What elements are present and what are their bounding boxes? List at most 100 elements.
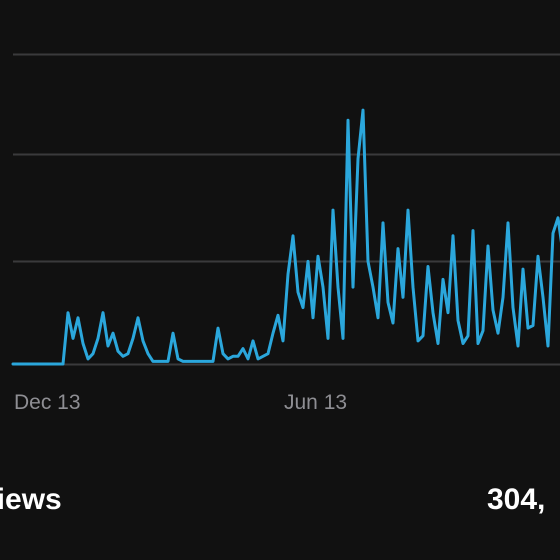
data-point bbox=[511, 306, 515, 309]
data-point bbox=[386, 301, 390, 304]
data-point bbox=[31, 362, 35, 366]
data-point bbox=[246, 357, 250, 361]
data-point bbox=[406, 208, 410, 212]
data-point bbox=[136, 316, 140, 319]
data-point bbox=[71, 337, 75, 340]
data-point bbox=[411, 285, 415, 289]
data-point bbox=[51, 362, 55, 366]
data-point bbox=[181, 360, 185, 363]
data-point bbox=[56, 362, 60, 366]
x-tick-label-dec-13: Dec 13 bbox=[14, 391, 81, 414]
data-point bbox=[201, 360, 205, 363]
data-point bbox=[206, 360, 210, 363]
data-point bbox=[486, 244, 490, 248]
data-point bbox=[536, 255, 540, 258]
data-point bbox=[306, 260, 310, 263]
data-point bbox=[481, 329, 485, 332]
data-point bbox=[36, 362, 40, 366]
data-point bbox=[426, 265, 430, 268]
data-point bbox=[521, 267, 525, 271]
summary-value: 304, bbox=[487, 483, 546, 516]
data-point bbox=[456, 319, 460, 322]
data-point bbox=[41, 362, 45, 366]
data-points bbox=[11, 108, 560, 366]
data-point bbox=[391, 321, 395, 325]
data-point bbox=[461, 342, 465, 345]
data-point bbox=[341, 337, 345, 340]
data-point bbox=[11, 362, 15, 366]
data-point bbox=[211, 360, 215, 363]
data-point bbox=[236, 355, 240, 358]
data-point bbox=[531, 324, 535, 327]
data-point bbox=[66, 311, 70, 314]
data-point bbox=[296, 291, 300, 294]
data-point bbox=[446, 311, 450, 314]
data-point bbox=[546, 344, 550, 348]
data-point bbox=[376, 316, 380, 319]
data-point bbox=[216, 326, 220, 330]
data-point bbox=[81, 342, 85, 345]
data-point bbox=[21, 362, 25, 366]
data-point bbox=[96, 337, 100, 340]
series-layer bbox=[11, 108, 560, 366]
data-point bbox=[326, 337, 330, 340]
data-point bbox=[491, 308, 495, 312]
data-point bbox=[321, 285, 325, 289]
data-point bbox=[556, 216, 560, 219]
data-point bbox=[501, 296, 505, 299]
views-line-chart: Dec 13 Jun 13 D bbox=[11, 53, 560, 414]
data-point bbox=[76, 316, 80, 319]
data-point bbox=[496, 332, 500, 335]
data-point bbox=[266, 352, 270, 355]
data-point bbox=[171, 332, 175, 335]
data-point bbox=[46, 362, 50, 366]
data-point bbox=[151, 360, 155, 363]
summary-label: views bbox=[0, 483, 62, 516]
data-point bbox=[396, 247, 400, 250]
data-point bbox=[466, 334, 470, 337]
data-point bbox=[431, 311, 435, 314]
data-point bbox=[86, 357, 90, 361]
data-point bbox=[476, 342, 480, 345]
data-point bbox=[111, 332, 115, 335]
data-point bbox=[441, 278, 445, 281]
data-point bbox=[276, 314, 280, 317]
x-axis-tick-labels: Dec 13 Jun 13 D bbox=[14, 391, 560, 414]
data-point bbox=[241, 347, 245, 350]
data-point bbox=[301, 306, 305, 309]
data-point bbox=[506, 221, 510, 225]
data-point bbox=[121, 355, 125, 358]
data-point bbox=[256, 357, 260, 361]
data-point bbox=[186, 360, 190, 363]
data-point bbox=[166, 360, 170, 363]
data-point bbox=[141, 339, 145, 343]
data-point bbox=[286, 273, 290, 276]
data-point bbox=[281, 339, 285, 343]
data-point bbox=[381, 221, 385, 225]
data-point bbox=[16, 362, 20, 366]
data-point bbox=[231, 355, 235, 358]
data-point bbox=[331, 208, 335, 212]
data-point bbox=[311, 316, 315, 319]
data-point bbox=[261, 355, 265, 358]
data-point bbox=[161, 360, 165, 363]
data-point bbox=[356, 157, 360, 160]
data-point bbox=[371, 285, 375, 289]
data-point bbox=[106, 344, 110, 348]
data-point bbox=[116, 350, 120, 353]
data-point bbox=[471, 229, 475, 232]
data-point bbox=[451, 234, 455, 237]
data-point bbox=[146, 352, 150, 355]
data-point bbox=[421, 334, 425, 337]
data-point bbox=[416, 339, 420, 343]
gridlines bbox=[13, 53, 560, 366]
data-point bbox=[336, 285, 340, 289]
data-point bbox=[366, 260, 370, 263]
data-point bbox=[271, 332, 275, 335]
data-point bbox=[401, 296, 405, 299]
data-point bbox=[156, 360, 160, 363]
data-point bbox=[361, 108, 365, 112]
data-point bbox=[526, 326, 530, 330]
x-tick-label-jun-13: Jun 13 bbox=[284, 391, 347, 414]
data-point bbox=[226, 357, 230, 361]
